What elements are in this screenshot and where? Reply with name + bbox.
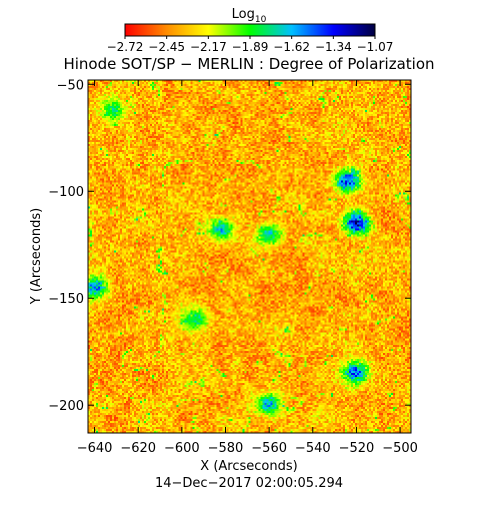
colorbar	[124, 23, 376, 37]
colorbar-tick-label: −1.89	[232, 40, 269, 54]
colorbar-tick-label: −1.34	[315, 40, 352, 54]
x-axis: −640 −620 −600 −580 −560 −540 −520 −500	[77, 80, 418, 456]
x-tick-label: −600	[164, 441, 200, 456]
x-tick-label: −560	[251, 441, 287, 456]
chart-title: Hinode SOT/SP − MERLIN : Degree of Polar…	[63, 55, 434, 73]
colorbar-label: Log10	[232, 7, 267, 25]
plot-frame	[87, 79, 412, 434]
y-tick-label: −50	[57, 78, 84, 93]
x-tick-label: −540	[295, 441, 331, 456]
x-tick-label: −580	[208, 441, 244, 456]
timestamp: 14−Dec−2017 02:00:05.294	[155, 476, 343, 491]
colorbar-tick-label: −1.62	[273, 40, 310, 54]
y-tick-label: −100	[48, 185, 84, 200]
y-axis: −50 −100 −150 −200	[48, 78, 411, 414]
x-tick-label: −620	[120, 441, 156, 456]
heatmap	[88, 80, 411, 433]
y-axis-label: Y (Arcseconds)	[29, 208, 44, 305]
colorbar-tick-label: −2.17	[190, 40, 227, 54]
colorbar-ticks: −2.72 −2.45 −2.17 −1.89 −1.62 −1.34 −1.07	[107, 36, 394, 54]
heatmap-image	[88, 80, 411, 433]
x-axis-label: X (Arcseconds)	[200, 459, 297, 474]
y-tick-label: −150	[48, 292, 84, 307]
colorbar-tick-label: −2.45	[148, 40, 185, 54]
x-tick-label: −520	[339, 441, 375, 456]
colorbar-tick-label: −2.72	[107, 40, 144, 54]
y-tick-label: −200	[48, 399, 84, 414]
x-tick-label: −640	[77, 441, 113, 456]
colorbar-tick-label: −1.07	[357, 40, 394, 54]
x-tick-label: −500	[382, 441, 418, 456]
